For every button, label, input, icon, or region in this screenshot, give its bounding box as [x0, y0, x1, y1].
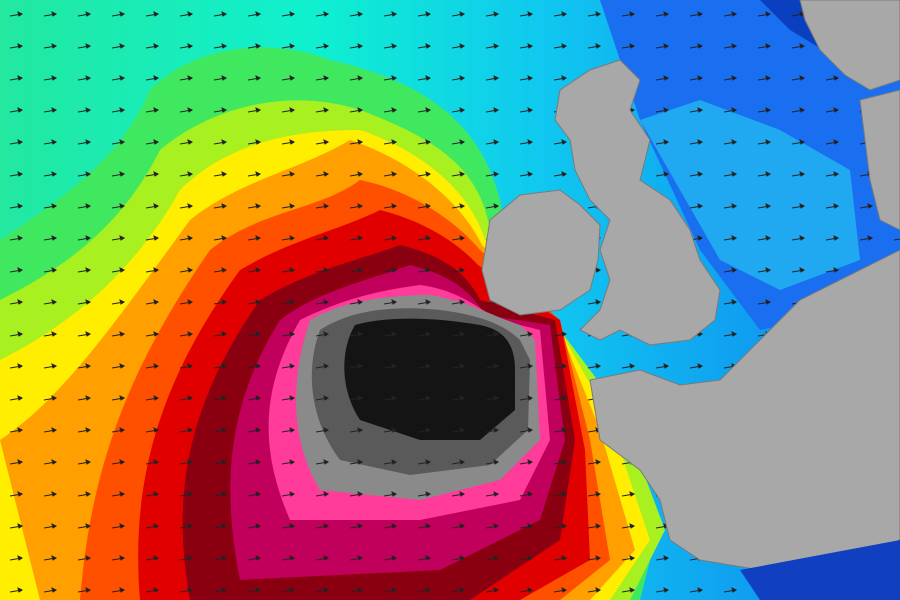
mediterranean-edge	[740, 540, 900, 600]
scandinavia	[799, 0, 900, 91]
ireland	[481, 189, 601, 316]
denmark	[859, 89, 900, 231]
great-britain	[554, 59, 721, 346]
land	[481, 0, 900, 600]
